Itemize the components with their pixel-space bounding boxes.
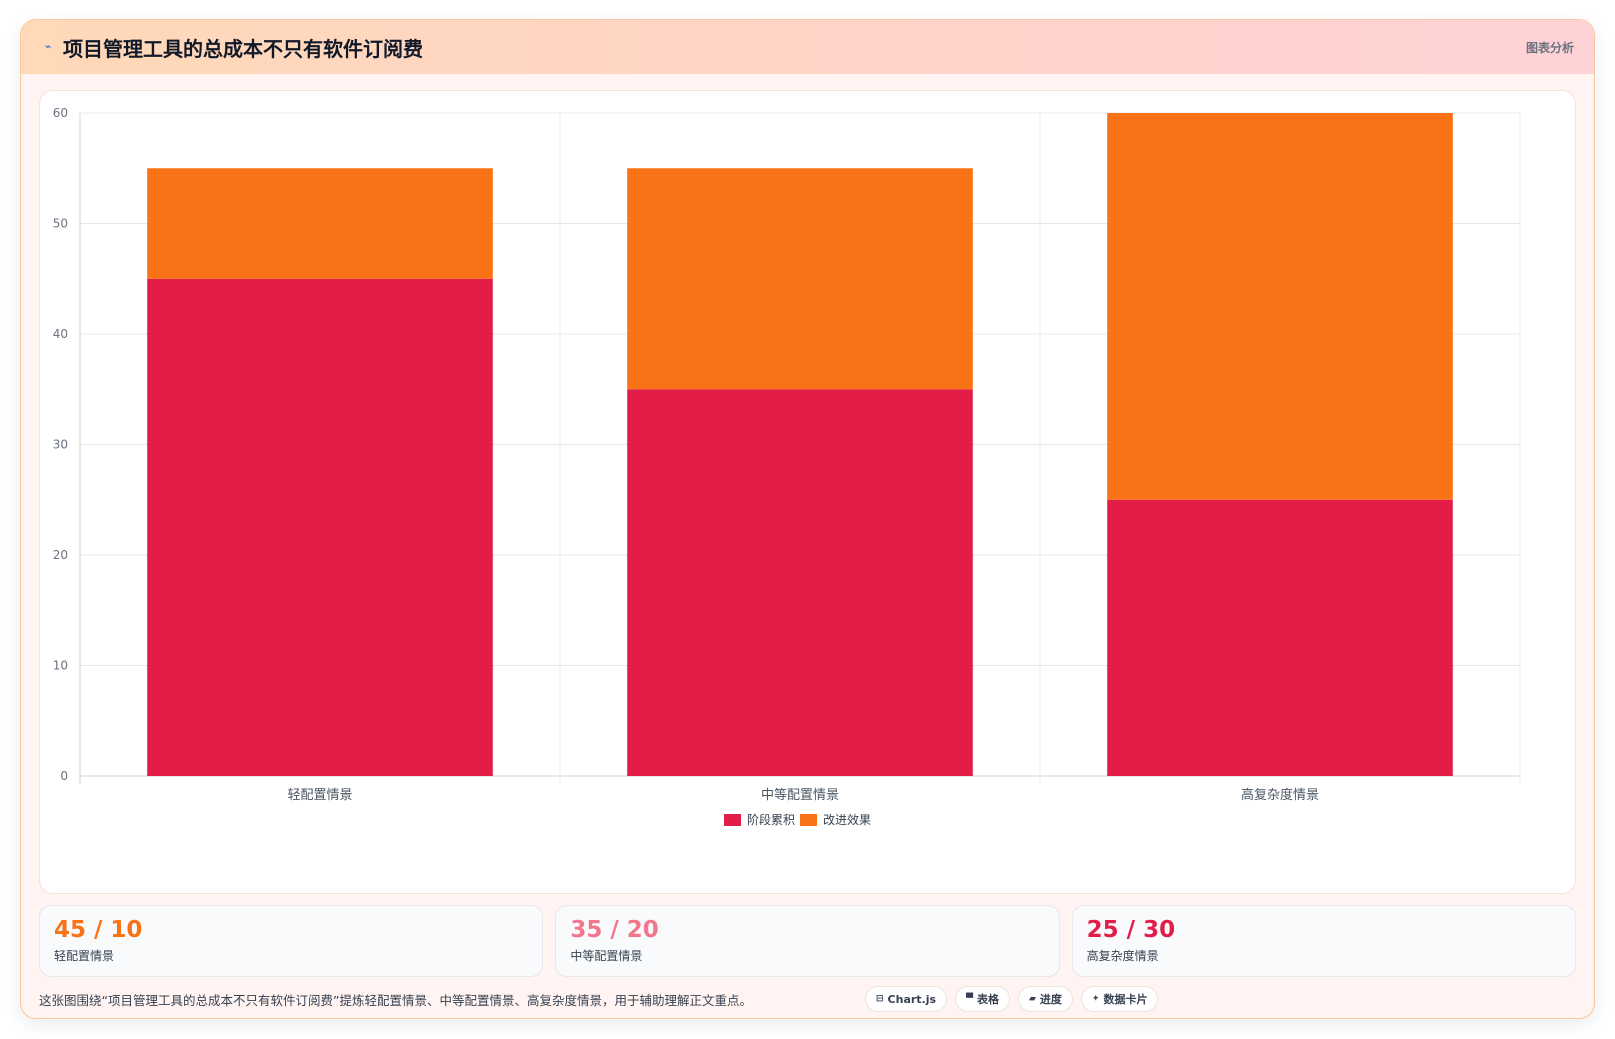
bar-segment [627, 389, 973, 776]
y-tick-label: 0 [60, 769, 68, 783]
bar-segment [1107, 499, 1453, 776]
legend-label: 阶段累积 [747, 812, 795, 827]
pill-data-card[interactable]: ✦ 数据卡片 [1080, 986, 1159, 1012]
stat-card-light: 45 / 10 轻配置情景 [39, 905, 544, 977]
pill-label: 表格 [976, 993, 999, 1006]
stat-label: 中等配置情景 [570, 949, 643, 963]
y-tick-label: 30 [53, 438, 68, 452]
card-header: ⌁ 项目管理工具的总成本不只有软件订阅费 图表分析 [21, 20, 1594, 74]
bar-segment [147, 168, 493, 279]
pill-chartjs[interactable]: ⊟ Chart.js [865, 986, 948, 1012]
chart-title: 项目管理工具的总成本不只有软件订阅费 [63, 36, 423, 61]
trend-line-icon: ⌁ [44, 40, 52, 53]
stat-label: 轻配置情景 [54, 949, 115, 963]
chart-icon: ⊟ [876, 994, 884, 1004]
bar-segment [147, 278, 493, 776]
footer: 这张图围绕“项目管理工具的总成本不只有软件订阅费”提炼轻配置情景、中等配置情景、… [39, 982, 1576, 1016]
stat-card-medium: 35 / 20 中等配置情景 [555, 905, 1060, 977]
y-tick-label: 50 [53, 217, 68, 231]
y-tick-label: 60 [53, 106, 68, 120]
legend-swatch [724, 814, 741, 826]
pill-label: 进度 [1039, 993, 1062, 1006]
bar-segment [1107, 113, 1453, 500]
x-tick-label: 中等配置情景 [761, 787, 839, 803]
stat-value: 25 / 30 [1086, 917, 1176, 943]
stat-value: 45 / 10 [54, 917, 143, 943]
y-tick-label: 40 [53, 327, 68, 341]
y-tick-label: 20 [53, 548, 68, 562]
chart-area: 0 10 20 30 40 50 60 轻配置情景 中等配置情景 高复杂度情景阶段累积 改进效果 [39, 90, 1576, 894]
legend-label: 改进效果 [823, 812, 871, 827]
stat-card-complex: 25 / 30 高复杂度情景 [1071, 905, 1576, 977]
pill-label: 数据卡片 [1103, 993, 1148, 1006]
sparkle-icon: ✦ [1091, 994, 1100, 1004]
stat-cards: 45 / 10 轻配置情景 35 / 20 中等配置情景 25 / 30 高复杂… [39, 905, 1576, 977]
x-tick-label: 高复杂度情景 [1241, 787, 1319, 803]
y-tick-label: 10 [53, 659, 68, 673]
pill-group: ⊟ Chart.js ▀ 表格 ▰ 进度 ✦ 数据卡片 [865, 986, 1159, 1012]
stat-value: 35 / 20 [570, 917, 659, 943]
pill-progress[interactable]: ▰ 进度 [1017, 986, 1073, 1012]
legend-swatch [800, 814, 817, 826]
stat-label: 高复杂度情景 [1086, 949, 1159, 963]
chart-card: ⌁ 项目管理工具的总成本不只有软件订阅费 图表分析 0 10 20 30 40 50 60 轻… [20, 19, 1595, 1019]
x-tick-label: 轻配置情景 [287, 788, 352, 803]
progress-icon: ▰ [1028, 994, 1036, 1004]
table-icon: ▀ [966, 994, 973, 1004]
pill-label: Chart.js [887, 992, 937, 1006]
footer-caption: 这张图围绕“项目管理工具的总成本不只有软件订阅费”提炼轻配置情景、中等配置情景、… [39, 993, 752, 1008]
header-tag: 图表分析 [1525, 41, 1574, 55]
pill-table[interactable]: ▀ 表格 [955, 986, 1010, 1012]
bar-segment [627, 168, 973, 390]
